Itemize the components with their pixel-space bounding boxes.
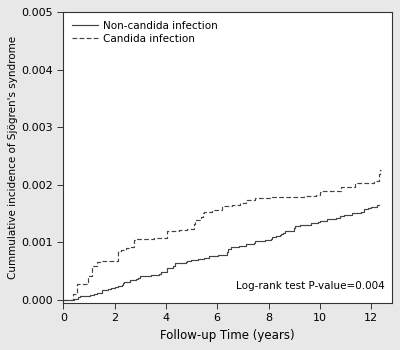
Legend: Non-candida infection, Candida infection: Non-candida infection, Candida infection (68, 18, 221, 47)
Y-axis label: Cummulative incidence of Sjögren's syndrome: Cummulative incidence of Sjögren's syndr… (8, 36, 18, 279)
X-axis label: Follow-up Time (years): Follow-up Time (years) (160, 329, 295, 342)
Text: Log-rank test P-value=0.004: Log-rank test P-value=0.004 (236, 281, 385, 291)
